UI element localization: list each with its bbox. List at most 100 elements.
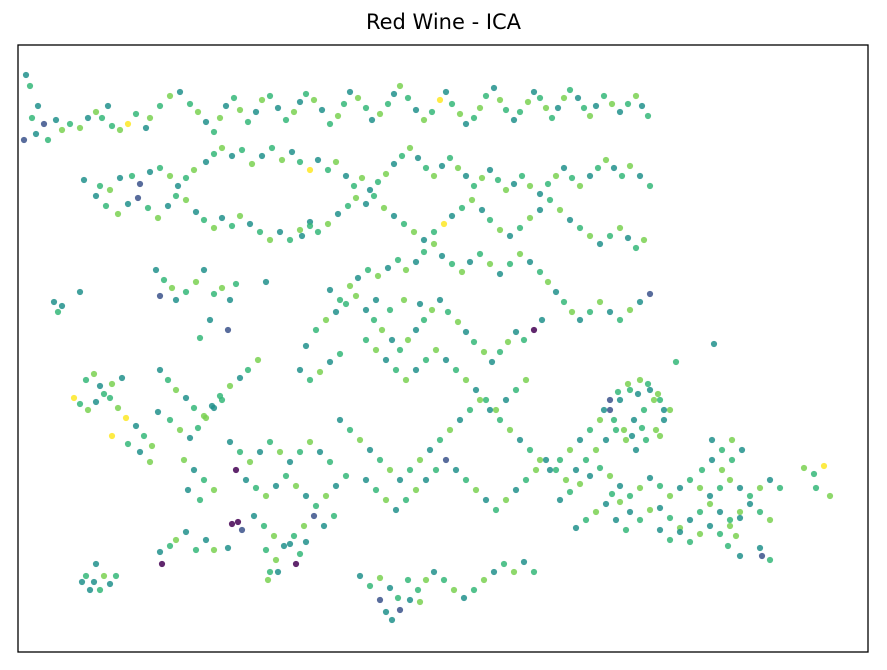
scatter-point (826, 492, 834, 500)
scatter-point (186, 100, 194, 108)
scatter-point (746, 500, 754, 508)
scatter-point (482, 92, 490, 100)
scatter-point (176, 426, 184, 434)
scatter-point (376, 456, 384, 464)
scatter-point (616, 482, 624, 490)
scatter-point (480, 576, 488, 584)
scatter-point (154, 408, 162, 416)
scatter-point (202, 158, 210, 166)
scatter-point (156, 548, 164, 556)
scatter-point (352, 194, 360, 202)
scatter-point (160, 276, 168, 284)
scatter-point (438, 162, 446, 170)
scatter-point (696, 508, 704, 516)
scatter-point (566, 216, 574, 224)
scatter-point (482, 496, 490, 504)
scatter-point (470, 182, 478, 190)
scatter-point (232, 466, 240, 474)
scatter-point (394, 594, 402, 602)
scatter-point (624, 100, 632, 108)
scatter-point (406, 144, 414, 152)
scatter-point (504, 338, 512, 346)
scatter-point (660, 416, 668, 424)
scatter-point (326, 120, 334, 128)
scatter-point (542, 456, 550, 464)
scatter-point (400, 296, 408, 304)
scatter-point (216, 114, 224, 122)
scatter-point (560, 94, 568, 102)
scatter-point (630, 416, 638, 424)
scatter-point (146, 458, 154, 466)
scatter-point (512, 328, 520, 336)
scatter-point (196, 334, 204, 342)
scatter-point (430, 568, 438, 576)
scatter-point (386, 584, 394, 592)
scatter-point (184, 486, 192, 494)
scatter-point (210, 290, 218, 298)
scatter-point (650, 396, 658, 404)
scatter-point (404, 94, 412, 102)
scatter-point (656, 396, 664, 404)
scatter-point (156, 164, 164, 172)
scatter-point (738, 446, 746, 454)
scatter-point (456, 416, 464, 424)
scatter-point (412, 106, 420, 114)
scatter-point (556, 206, 564, 214)
scatter-point (296, 98, 304, 106)
scatter-point (582, 516, 590, 524)
scatter-point (756, 544, 764, 552)
scatter-point (176, 88, 184, 96)
scatter-point (146, 168, 154, 176)
scatter-point (332, 158, 340, 166)
scatter-point (362, 336, 370, 344)
scatter-point (124, 440, 132, 448)
scatter-point (164, 202, 172, 210)
scatter-point (388, 336, 396, 344)
scatter-point (488, 358, 496, 366)
scatter-point (486, 166, 494, 174)
scatter-point (412, 366, 420, 374)
scatter-point (192, 208, 200, 216)
scatter-point (686, 516, 694, 524)
scatter-point (258, 96, 266, 104)
scatter-point (292, 482, 300, 490)
scatter-point (250, 512, 258, 520)
scatter-point (366, 186, 374, 194)
scatter-point (442, 88, 450, 96)
scatter-point (576, 182, 584, 190)
scatter-point (106, 394, 114, 402)
scatter-point (616, 396, 624, 404)
scatter-point (226, 382, 234, 390)
scatter-point (384, 100, 392, 108)
scatter-point (262, 546, 270, 554)
scatter-point (430, 240, 438, 248)
scatter-point (638, 424, 646, 432)
scatter-point (116, 174, 124, 182)
scatter-point (440, 576, 448, 584)
scatter-point (76, 124, 84, 132)
scatter-point (492, 406, 500, 414)
scatter-point (618, 172, 626, 180)
scatter-point (200, 216, 208, 224)
scatter-point (182, 174, 190, 182)
scatter-point (210, 486, 218, 494)
scatter-point (566, 488, 574, 496)
scatter-point (200, 476, 208, 484)
scatter-point (374, 178, 382, 186)
scatter-point (394, 256, 402, 264)
scatter-point (44, 136, 52, 144)
scatter-point (512, 386, 520, 394)
scatter-point (296, 158, 304, 166)
scatter-point (356, 572, 364, 580)
scatter-point (402, 376, 410, 384)
scatter-point (656, 504, 664, 512)
scatter-point (536, 206, 544, 214)
scatter-point (194, 424, 202, 432)
scatter-point (672, 358, 680, 366)
scatter-point (182, 394, 190, 402)
scatter-point (724, 542, 732, 550)
scatter-point (402, 266, 410, 274)
scatter-point (132, 422, 140, 430)
scatter-point (228, 520, 236, 528)
scatter-point (516, 224, 524, 232)
